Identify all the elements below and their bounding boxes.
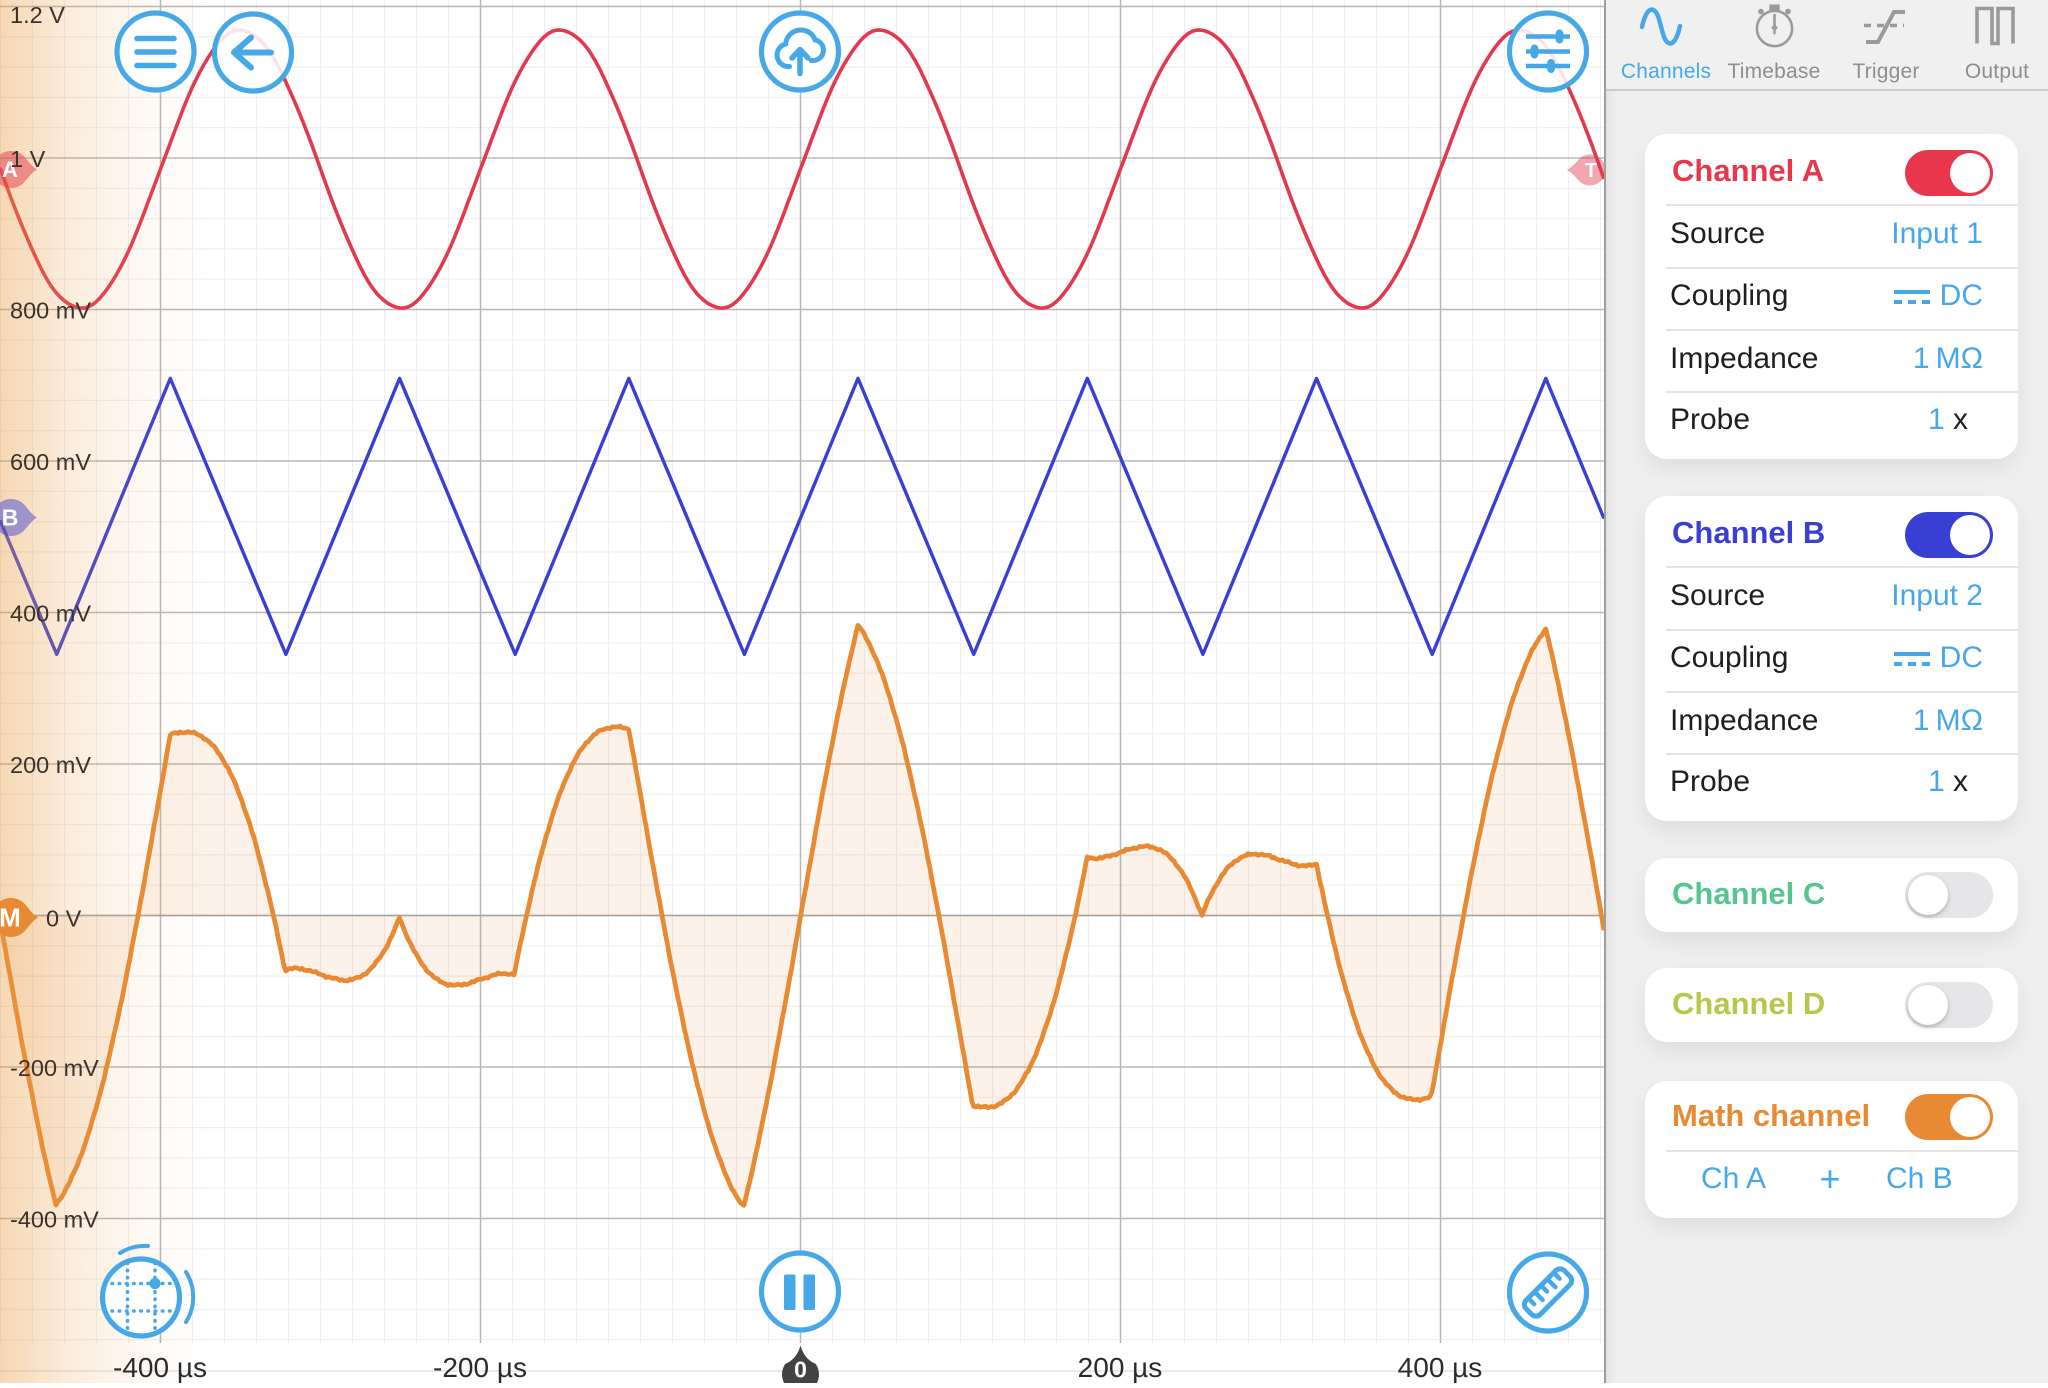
svg-text:1.2 V: 1.2 V xyxy=(10,2,65,28)
svg-text:T: T xyxy=(1585,160,1597,182)
svg-text:B: B xyxy=(2,505,19,531)
svg-text:-200 µs: -200 µs xyxy=(433,1352,527,1383)
svg-text:A: A xyxy=(2,157,18,182)
svg-text:0: 0 xyxy=(794,1357,807,1383)
svg-text:-200 mV: -200 mV xyxy=(10,1055,99,1081)
svg-text:1 V: 1 V xyxy=(10,146,46,172)
svg-text:-400 mV: -400 mV xyxy=(10,1207,99,1233)
svg-text:200 mV: 200 mV xyxy=(10,752,91,778)
svg-text:400 µs: 400 µs xyxy=(1398,1352,1483,1383)
svg-text:800 mV: 800 mV xyxy=(10,298,91,324)
svg-text:0 V: 0 V xyxy=(46,906,82,932)
svg-text:M: M xyxy=(0,903,21,933)
svg-text:200 µs: 200 µs xyxy=(1078,1352,1163,1383)
svg-text:400 mV: 400 mV xyxy=(10,601,91,627)
svg-text:-400 µs: -400 µs xyxy=(113,1352,207,1383)
svg-text:600 mV: 600 mV xyxy=(10,449,91,475)
